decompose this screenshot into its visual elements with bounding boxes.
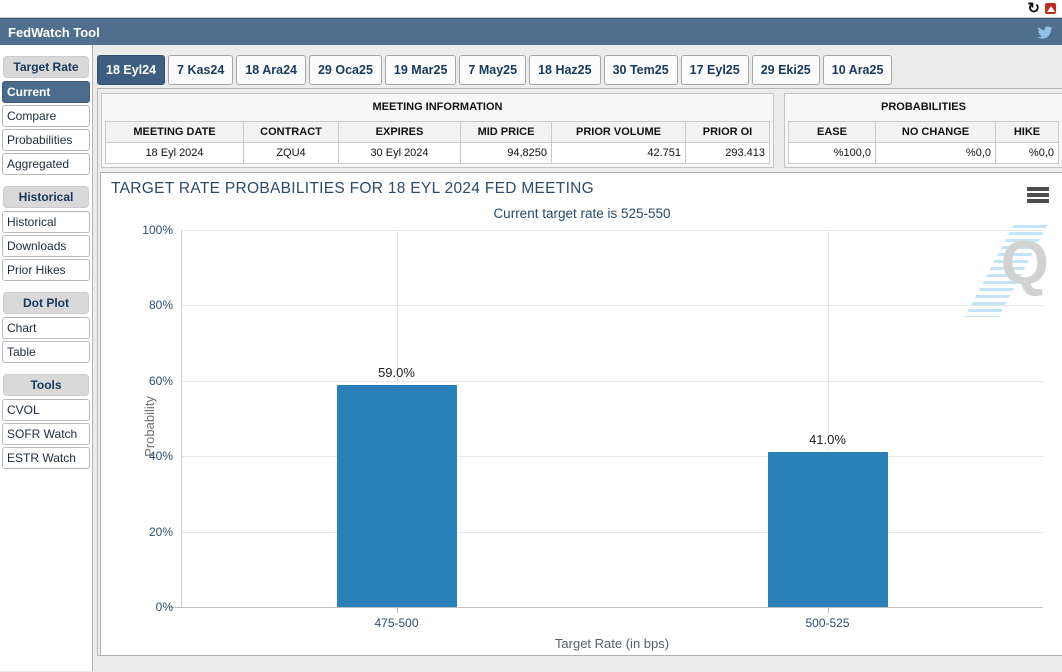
sidebar-item-current[interactable]: Current	[2, 81, 90, 103]
sidebar-item-compare[interactable]: Compare	[2, 105, 90, 127]
col-mid-price: MID PRICE	[460, 121, 552, 143]
tab-18-eyl24[interactable]: 18 Eyl24	[97, 55, 166, 85]
sidebar-item-downloads[interactable]: Downloads	[2, 235, 90, 257]
mid-price-value: 94,8250	[460, 142, 552, 164]
probabilities-table: EASE NO CHANGE HIKE %100,0 %0,0 %0,0	[788, 121, 1059, 164]
page-title: FedWatch Tool	[8, 24, 100, 40]
sidebar-item-aggregated[interactable]: Aggregated	[2, 153, 90, 175]
chart-subtitle: Current target rate is 525-550	[493, 206, 671, 221]
col-meeting-date: MEETING DATE	[105, 121, 244, 143]
bar-500-525[interactable]	[767, 452, 888, 607]
tab-29-eki25[interactable]: 29 Eki25	[751, 55, 820, 85]
col-ease: EASE	[788, 121, 876, 143]
sidebar-item-historical[interactable]: Historical	[2, 211, 90, 233]
sidebar-item-table[interactable]: Table	[2, 341, 90, 363]
x-gridline	[827, 230, 829, 607]
tab-7-kas24[interactable]: 7 Kas24	[168, 55, 234, 85]
table-row: 18 Eyl 2024 ZQU4 30 Eyl 2024 94,8250 42.…	[105, 142, 770, 164]
sidebar-header-dot-plot: Dot Plot	[3, 292, 89, 314]
plot-area: 0% 20% 40% 60% 80% 100% Probability 59.0…	[142, 223, 1043, 651]
contract-value: ZQU4	[243, 142, 339, 164]
sidebar: Target Rate Current Compare Probabilitie…	[0, 45, 93, 671]
probability-chart: TARGET RATE PROBABILITIES FOR 18 EYL 202…	[100, 172, 1062, 656]
y-axis-line	[181, 230, 182, 607]
y-tick-label: 80%	[148, 298, 173, 313]
tab-7-may25[interactable]: 7 May25	[459, 55, 527, 85]
chart-title: TARGET RATE PROBABILITIES FOR 18 EYL 202…	[111, 180, 595, 197]
meeting-information-title: MEETING INFORMATION	[372, 101, 503, 113]
col-no-change: NO CHANGE	[875, 121, 996, 143]
meeting-date-tabs: 18 Eyl24 7 Kas24 18 Ara24 29 Oca25 19 Ma…	[97, 55, 1062, 85]
x-category-label: 500-525	[805, 616, 850, 630]
bar-value-label: 59.0%	[378, 364, 415, 380]
meeting-information-card: MEETING INFORMATION MEETING DATE CONTRAC…	[101, 93, 774, 168]
x-axis-line	[169, 607, 1043, 608]
sidebar-item-estr-watch[interactable]: ESTR Watch	[2, 447, 90, 469]
titlebar: FedWatch Tool	[0, 18, 1062, 45]
prior-volume-value: 42.751	[551, 142, 686, 164]
no-change-value: %0,0	[875, 142, 996, 164]
bar-column-475-500: 59.0%	[336, 230, 457, 607]
tab-19-mar25[interactable]: 19 Mar25	[384, 55, 457, 85]
col-prior-oi: PRIOR OI	[685, 121, 770, 143]
x-axis-title: Target Rate (in bps)	[554, 636, 670, 651]
tab-18-ara24[interactable]: 18 Ara24	[236, 55, 306, 85]
y-tick-label: 60%	[148, 373, 173, 388]
probabilities-title: PROBABILITIES	[881, 101, 966, 113]
col-hike: HIKE	[995, 121, 1059, 143]
col-expires: EXPIRES	[338, 121, 461, 143]
meeting-date-value: 18 Eyl 2024	[105, 142, 244, 164]
probabilities-card: PROBABILITIES EASE NO CHANGE HIKE %100,0…	[784, 93, 1062, 168]
x-tick	[396, 607, 398, 613]
table-row: %100,0 %0,0 %0,0	[788, 142, 1059, 164]
y-tick-label: 0%	[155, 600, 173, 614]
tab-17-eyl25[interactable]: 17 Eyl25	[680, 55, 749, 85]
x-category-label: 475-500	[374, 616, 419, 630]
col-prior-volume: PRIOR VOLUME	[551, 121, 686, 143]
sidebar-header-target-rate: Target Rate	[3, 56, 89, 78]
tab-30-tem25[interactable]: 30 Tem25	[603, 55, 678, 85]
y-tick-label: 100%	[142, 223, 173, 237]
sidebar-item-sofr-watch[interactable]: SOFR Watch	[2, 423, 90, 445]
sidebar-item-cvol[interactable]: CVOL	[2, 399, 90, 421]
x-tick	[827, 607, 829, 613]
browser-strip: ↻	[0, 0, 1062, 18]
sidebar-item-probabilities[interactable]: Probabilities	[2, 129, 90, 151]
col-contract: CONTRACT	[243, 121, 339, 143]
red-extension-icon[interactable]	[1045, 3, 1056, 14]
meeting-information-table: MEETING DATE CONTRACT EXPIRES MID PRICE …	[105, 121, 770, 164]
y-tick-label: 20%	[148, 524, 173, 539]
tab-10-ara25[interactable]: 10 Ara25	[822, 55, 893, 85]
chart-menu-icon[interactable]	[1027, 187, 1049, 205]
bar-475-500[interactable]	[336, 384, 457, 607]
sidebar-header-tools: Tools	[3, 374, 89, 396]
tab-18-haz25[interactable]: 18 Haz25	[529, 55, 601, 85]
bar-value-label: 41.0%	[809, 432, 846, 448]
prior-oi-value: 293.413	[685, 142, 770, 164]
tab-29-oca25[interactable]: 29 Oca25	[308, 55, 382, 85]
ease-value: %100,0	[788, 142, 876, 164]
sidebar-header-historical: Historical	[3, 186, 89, 208]
tab-content-panel: MEETING INFORMATION MEETING DATE CONTRAC…	[97, 88, 1062, 656]
twitter-icon[interactable]	[1036, 25, 1054, 40]
y-tick-label: 40%	[148, 449, 173, 464]
sidebar-item-chart[interactable]: Chart	[2, 317, 90, 339]
hike-value: %0,0	[995, 142, 1059, 164]
sidebar-item-prior-hikes[interactable]: Prior Hikes	[2, 259, 90, 281]
bar-column-500-525: 41.0%	[767, 230, 888, 607]
expires-value: 30 Eyl 2024	[338, 142, 461, 164]
y-axis-title: Probability	[141, 395, 157, 457]
main-content: 18 Eyl24 7 Kas24 18 Ara24 29 Oca25 19 Ma…	[93, 45, 1062, 671]
reload-icon[interactable]: ↻	[1027, 0, 1040, 17]
